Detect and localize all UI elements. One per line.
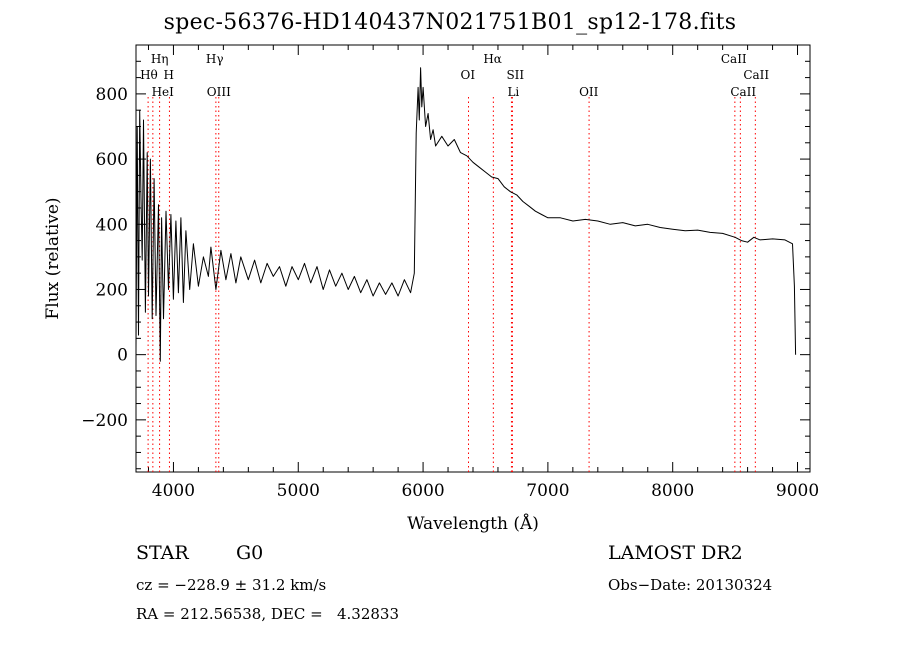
line-marker-label: Hα <box>483 52 502 66</box>
line-marker-label: Hη <box>151 52 169 66</box>
line-marker-label: OI <box>461 68 476 82</box>
coordinates-info: RA = 212.56538, DEC = 4.32833 <box>136 605 400 623</box>
x-axis-label: Wavelength (Å) <box>407 513 539 534</box>
chart-title: spec-56376-HD140437N021751B01_sp12-178.f… <box>163 10 737 35</box>
y-tick-label: 400 <box>96 215 128 235</box>
x-tick-label: 9000 <box>776 481 819 501</box>
spectrum-line <box>135 67 797 362</box>
x-tick-label: 5000 <box>277 481 320 501</box>
survey-name: LAMOST DR2 <box>608 542 743 564</box>
x-tick-label: 6000 <box>401 481 444 501</box>
line-marker-label: Hγ <box>206 52 224 66</box>
y-tick-label: 200 <box>96 280 128 300</box>
line-marker-label: HeI <box>152 85 175 99</box>
plot-frame <box>135 44 811 473</box>
line-marker-label: SII <box>506 68 524 82</box>
x-tick-label: 8000 <box>651 481 694 501</box>
line-marker-label: CaII <box>743 68 769 82</box>
object-subclass: G0 <box>236 542 264 564</box>
line-marker-label: OII <box>579 85 599 99</box>
y-tick-label: 600 <box>96 150 128 170</box>
line-marker-label: CaII <box>730 85 756 99</box>
y-tick-label: 0 <box>117 346 128 366</box>
line-marker-label: Hθ <box>140 68 158 82</box>
line-marker-label: H <box>163 68 173 82</box>
object-class: STAR <box>136 542 189 564</box>
x-tick-label: 7000 <box>526 481 569 501</box>
line-marker-label: OIII <box>207 85 231 99</box>
x-tick-label: 4000 <box>152 481 195 501</box>
y-axis-label: Flux (relative) <box>43 197 63 319</box>
redshift-info: cz = −228.9 ± 31.2 km/s <box>136 576 327 594</box>
observation-date: Obs−Date: 20130324 <box>608 576 773 594</box>
line-marker-label: CaII <box>721 52 747 66</box>
y-tick-label: −200 <box>81 411 128 431</box>
line-marker-label: Li <box>507 85 519 99</box>
y-tick-label: 800 <box>96 85 128 105</box>
